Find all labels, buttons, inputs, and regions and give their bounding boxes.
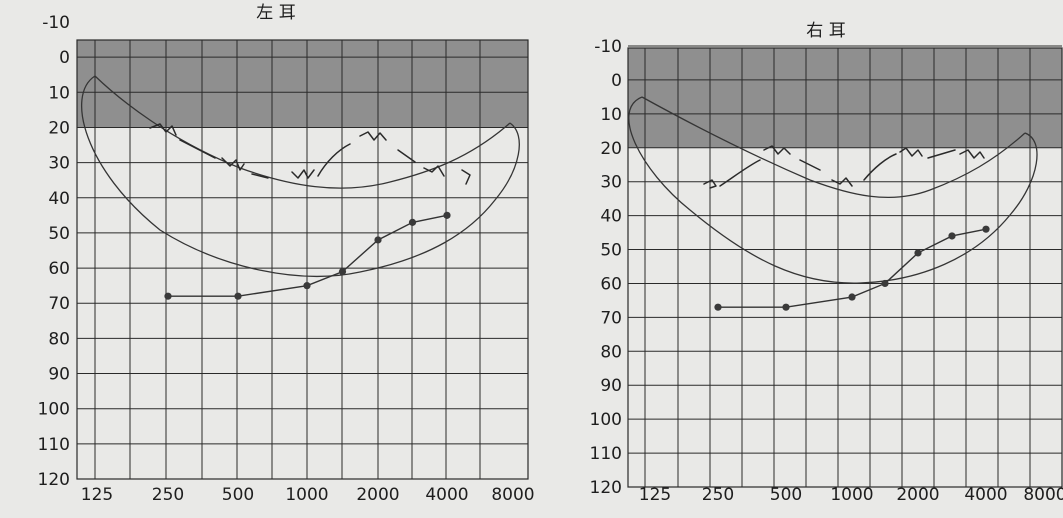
data-point bbox=[881, 279, 889, 288]
speech-banana-outer-curve bbox=[628, 96, 1038, 284]
x-tick-label: 1000 bbox=[285, 485, 328, 505]
speech-banana-inner-curve bbox=[641, 96, 1026, 199]
x-tick-label: 250 bbox=[152, 485, 184, 505]
y-tick-label: 90 bbox=[48, 365, 70, 385]
data-point bbox=[443, 211, 451, 219]
data-point bbox=[782, 303, 790, 311]
y-tick-label: 10 bbox=[600, 105, 622, 125]
y-tick-label: 0 bbox=[611, 71, 622, 91]
chart-title: 右 耳 bbox=[806, 21, 845, 41]
chart-title: 左 耳 bbox=[256, 3, 295, 23]
y-tick-label: 0 bbox=[59, 48, 70, 68]
y-tick-label: 60 bbox=[48, 259, 70, 279]
y-tick-label: 30 bbox=[600, 173, 622, 193]
y-tick-label: 100 bbox=[590, 410, 622, 430]
x-tick-label: 4000 bbox=[964, 485, 1007, 505]
data-point bbox=[948, 232, 956, 240]
y-tick-label: 40 bbox=[48, 189, 70, 209]
x-tick-label: 8000 bbox=[1023, 485, 1063, 505]
data-point bbox=[408, 218, 417, 226]
x-tick-label: 250 bbox=[702, 485, 734, 505]
x-tick-label: 2000 bbox=[356, 485, 399, 505]
speech-banana-inner-curve bbox=[94, 75, 511, 189]
plot-frame bbox=[76, 39, 529, 480]
plot-frame bbox=[627, 47, 1063, 488]
y-tick-label: 90 bbox=[600, 376, 622, 396]
x-tick-label: 2000 bbox=[896, 485, 939, 505]
x-tick-label: 8000 bbox=[491, 485, 534, 505]
audiogram-right: 右 耳 -10 0 10 20 30 40 50 60 70 80 90 100 110 120 125 250… bbox=[590, 21, 1063, 505]
audiogram-left: 左 耳 -10 0 10 20 30 40 50 60 70 80 90 100 110 120 125 250… bbox=[38, 3, 535, 505]
data-point bbox=[914, 249, 922, 257]
x-tick-label: 125 bbox=[81, 485, 113, 505]
y-tick-label: 40 bbox=[600, 207, 622, 227]
y-tick-label: 30 bbox=[48, 154, 70, 174]
data-point bbox=[374, 236, 382, 244]
y-tick-label: -10 bbox=[42, 13, 70, 33]
data-point bbox=[714, 303, 722, 311]
y-tick-label: 110 bbox=[38, 435, 70, 455]
x-tick-label: 125 bbox=[639, 485, 671, 505]
data-point bbox=[234, 292, 242, 300]
speech-banana-outer-curve bbox=[81, 75, 520, 277]
y-tick-label: 20 bbox=[48, 118, 70, 138]
y-tick-label: 50 bbox=[48, 224, 70, 244]
y-tick-label: 120 bbox=[590, 478, 622, 498]
y-tick-label: 60 bbox=[600, 274, 622, 294]
y-tick-label: 120 bbox=[38, 470, 70, 490]
normal-range-band bbox=[628, 48, 1062, 148]
data-point bbox=[303, 282, 311, 290]
x-tick-label: 4000 bbox=[425, 485, 468, 505]
data-point bbox=[982, 225, 990, 233]
y-tick-label: 70 bbox=[48, 294, 70, 314]
y-tick-label: 50 bbox=[600, 241, 622, 261]
y-tick-label: 100 bbox=[38, 400, 70, 420]
x-tick-label: 1000 bbox=[830, 485, 873, 505]
handwritten-marks bbox=[703, 145, 985, 189]
handwritten-marks bbox=[149, 123, 471, 185]
x-tick-label: 500 bbox=[222, 485, 254, 505]
data-point bbox=[164, 292, 172, 300]
x-tick-label: 500 bbox=[770, 485, 802, 505]
normal-range-band bbox=[77, 40, 528, 128]
data-point bbox=[848, 293, 856, 301]
y-tick-label: -10 bbox=[594, 37, 622, 57]
y-tick-label: 20 bbox=[600, 139, 622, 159]
y-tick-label: 70 bbox=[600, 308, 622, 328]
y-tick-label: 10 bbox=[48, 83, 70, 103]
y-tick-label: 80 bbox=[48, 329, 70, 349]
data-point bbox=[338, 267, 347, 276]
y-tick-label: 80 bbox=[600, 342, 622, 362]
y-tick-label: 110 bbox=[590, 444, 622, 464]
